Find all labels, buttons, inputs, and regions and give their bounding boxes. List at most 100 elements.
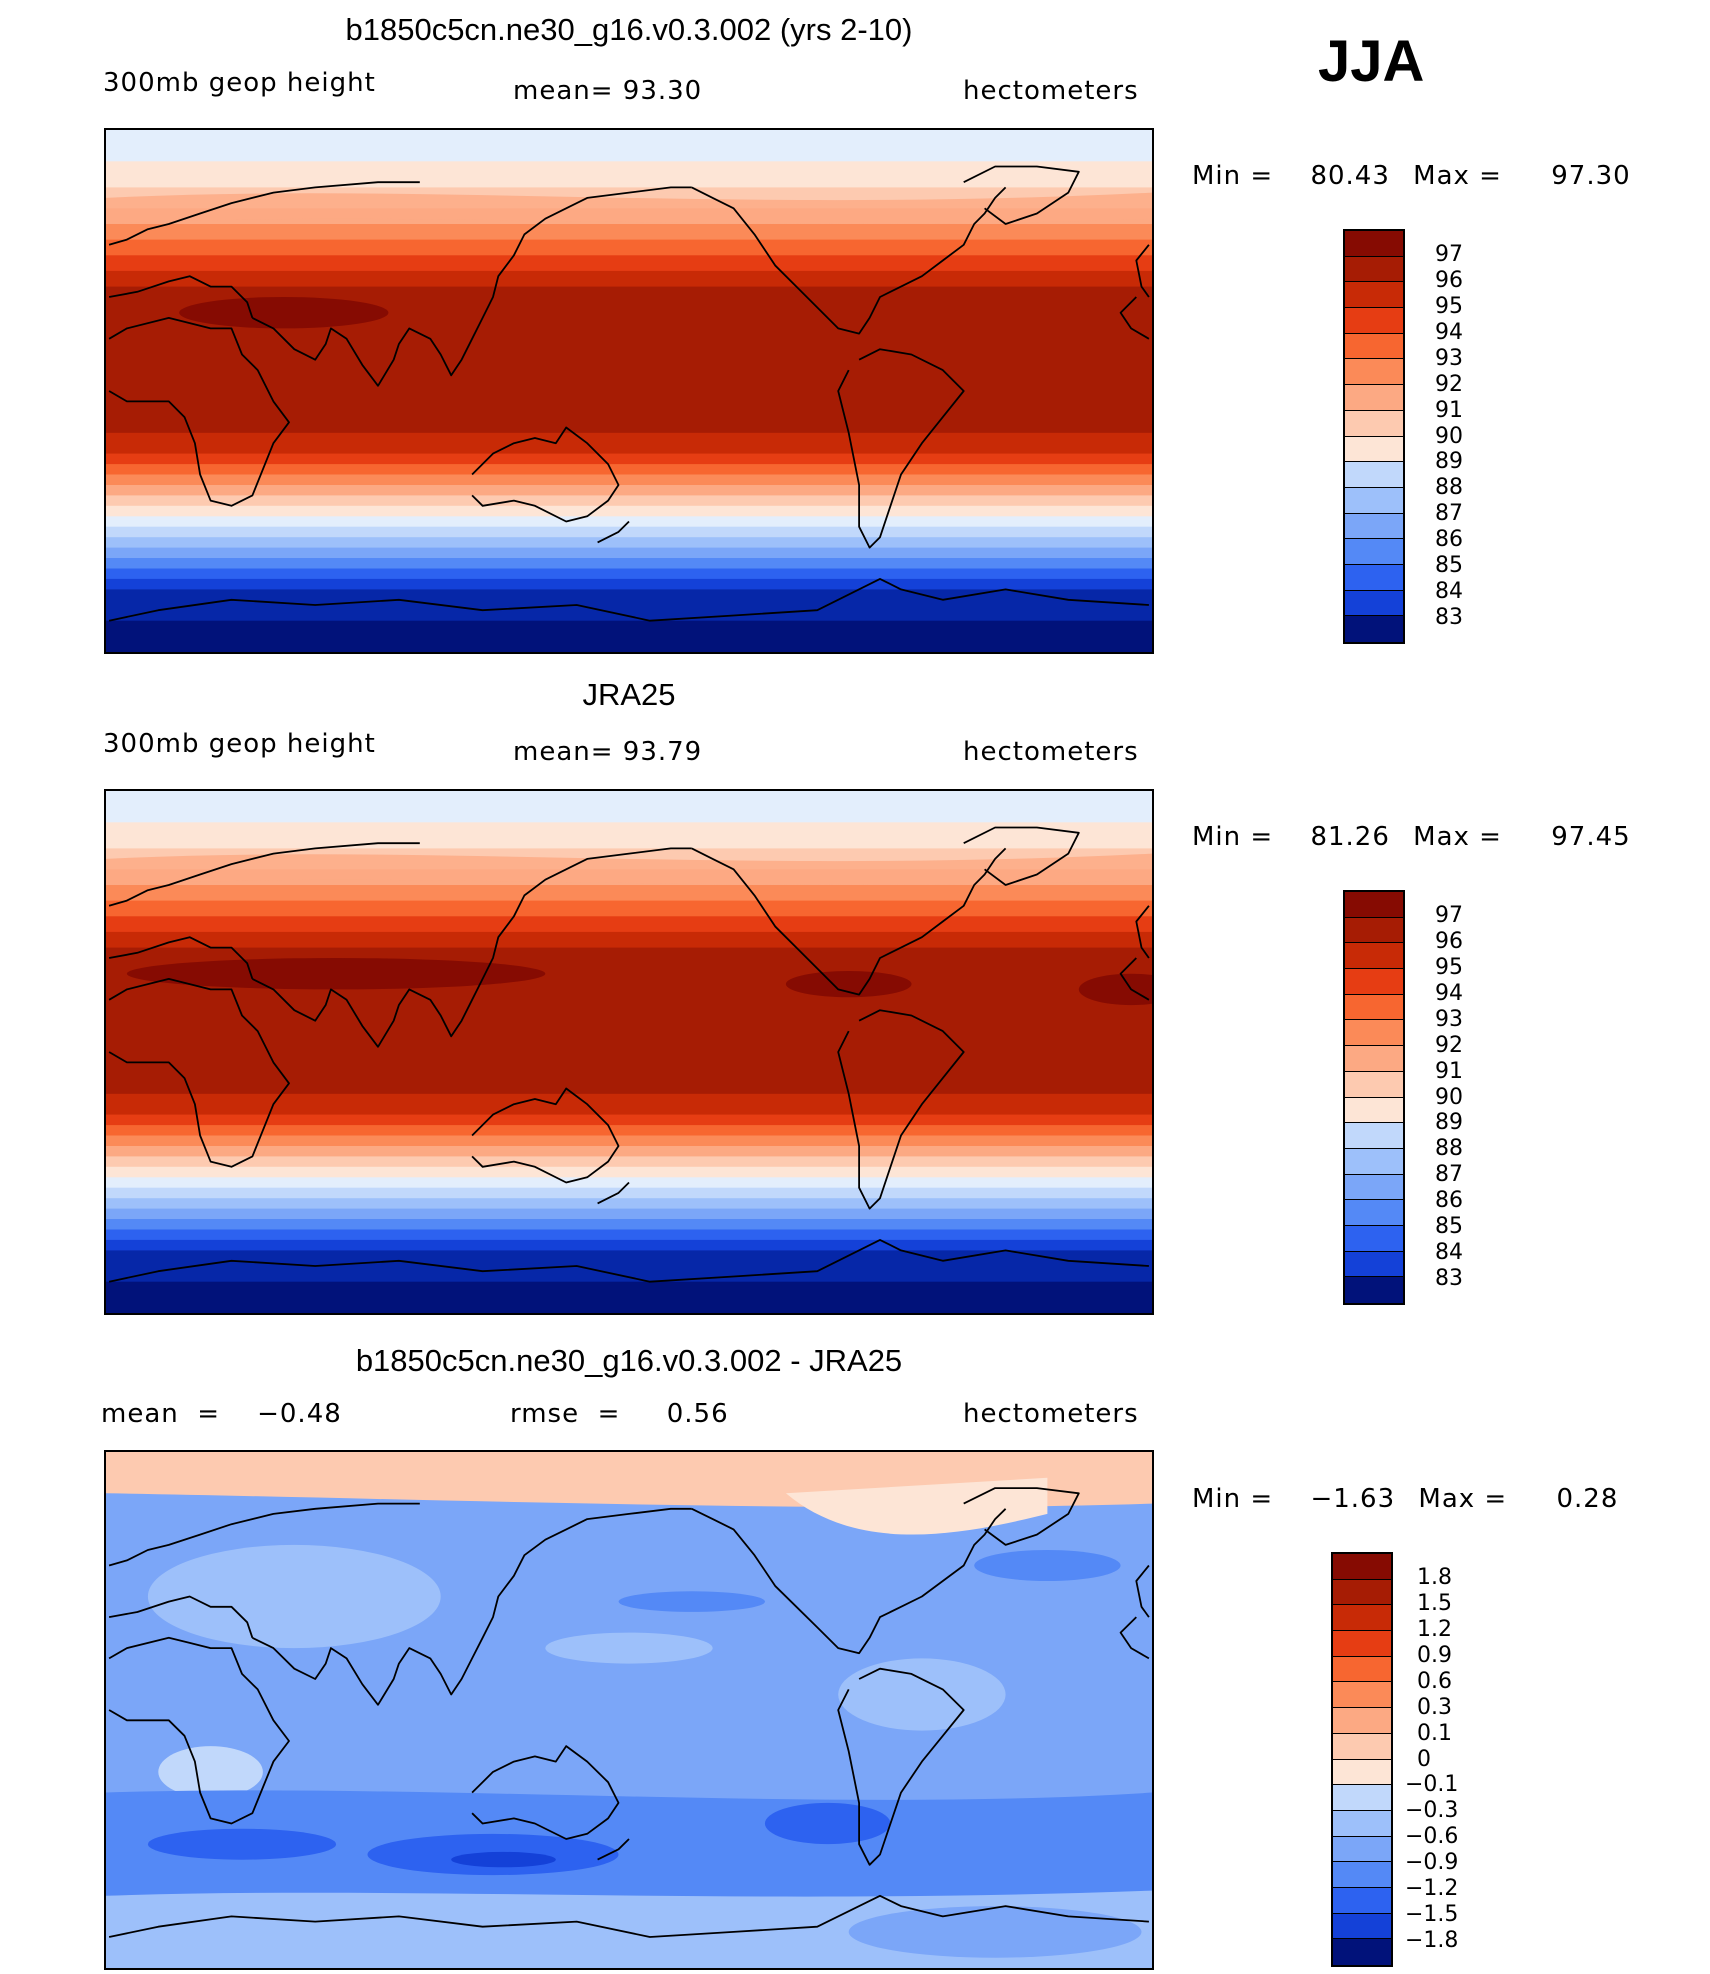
coastline-path — [963, 1487, 1080, 1546]
coastline-path — [1135, 1564, 1150, 1618]
colorbar-swatch — [1345, 1123, 1403, 1149]
contour-maximum — [179, 297, 389, 329]
colorbar-swatch — [1333, 1913, 1391, 1940]
colorbar-tick-label: −1.5 — [1405, 1902, 1459, 1928]
coastline-path — [108, 1595, 254, 1639]
coastline-path — [251, 847, 692, 1048]
colorbar-tick-label: 85 — [1435, 553, 1463, 579]
panel2-units-label: hectometers — [963, 737, 1139, 767]
contour-band — [106, 255, 1152, 272]
colorbar-tick-label: 84 — [1435, 1240, 1463, 1266]
coastline-path — [108, 317, 290, 507]
contour-band — [106, 1125, 1152, 1136]
colorbar-swatch — [1345, 1251, 1403, 1278]
colorbar-swatch — [1333, 1733, 1391, 1760]
contour-band — [106, 931, 1152, 949]
panel2-max-label: Max = — [1413, 822, 1502, 852]
colorbar-tick-label: 0.6 — [1417, 1668, 1452, 1694]
panel3-colorbar — [1331, 1552, 1393, 1967]
coastline-path — [471, 426, 620, 523]
contour-band — [106, 432, 1152, 455]
contour-maximum — [785, 971, 912, 998]
contour-band — [106, 474, 1152, 486]
colorbar-tick-label: 90 — [1435, 1084, 1463, 1110]
colorbar-tick-label: −1.2 — [1405, 1876, 1459, 1902]
coastline-path — [837, 1009, 965, 1210]
coastline-path — [597, 520, 630, 544]
colorbar-swatch — [1345, 616, 1403, 642]
contour-maximum — [1078, 973, 1152, 1006]
colorbar-tick-label: −0.3 — [1405, 1798, 1459, 1824]
panel2-colorbar — [1343, 890, 1405, 1305]
contour-band — [106, 885, 1152, 902]
colorbar-tick-label: 1.5 — [1417, 1590, 1452, 1616]
colorbar-tick-label: 93 — [1435, 345, 1463, 371]
colorbar-tick-label: 83 — [1435, 605, 1463, 631]
colorbar-swatch — [1345, 943, 1403, 970]
colorbar-swatch — [1333, 1836, 1391, 1863]
contour-region — [147, 1828, 337, 1860]
contour-band — [106, 916, 1152, 933]
contour-region — [545, 1632, 713, 1664]
colorbar-swatch — [1345, 333, 1403, 360]
contour-band — [106, 192, 1152, 224]
coastline-path — [691, 1507, 1007, 1655]
panel1-min-label: Min = — [1192, 161, 1274, 191]
panel1-contour-map — [106, 130, 1152, 652]
panel1-map — [104, 128, 1154, 654]
colorbar-swatch — [1345, 436, 1403, 463]
panel3-contour-map — [106, 1452, 1152, 1968]
panel2-mean-label: mean= 93.79 — [513, 737, 703, 767]
colorbar-swatch — [1345, 462, 1403, 488]
colorbar-tick-label: 87 — [1435, 501, 1463, 527]
colorbar-swatch — [1345, 487, 1403, 514]
coastline-path — [108, 1502, 420, 1567]
coastline-path — [108, 1894, 1149, 1938]
colorbar-swatch — [1345, 1148, 1403, 1175]
colorbar-tick-label: 85 — [1435, 1214, 1463, 1240]
contour-region — [158, 1746, 263, 1798]
contour-band — [106, 791, 1152, 823]
colorbar-tick-label: 96 — [1435, 267, 1463, 293]
contour-band — [106, 853, 1152, 885]
coastline-path — [108, 842, 420, 907]
panel3-min-label: Min = — [1192, 1484, 1274, 1514]
panel1-units-label: hectometers — [963, 76, 1139, 106]
colorbar-tick-label: −0.9 — [1405, 1850, 1459, 1876]
panel1-field-label: 300mb geop height — [103, 68, 376, 98]
contour-band — [106, 1187, 1152, 1199]
colorbar-swatch — [1345, 1174, 1403, 1201]
colorbar-tick-label: 86 — [1435, 527, 1463, 553]
colorbar-tick-label: 88 — [1435, 475, 1463, 501]
colorbar-swatch — [1345, 1046, 1403, 1072]
colorbar-swatch — [1333, 1605, 1391, 1632]
coastline-path — [1119, 1616, 1150, 1660]
contour-band — [106, 505, 1152, 517]
contour-region — [838, 1658, 1006, 1731]
coastline-path — [108, 275, 254, 319]
contour-band — [106, 485, 1152, 496]
colorbar-tick-label: 94 — [1435, 319, 1463, 345]
contour-band — [106, 1198, 1152, 1210]
panel1-max-value: 97.30 — [1551, 161, 1631, 191]
contour-region — [974, 1550, 1121, 1581]
colorbar-tick-label: 86 — [1435, 1188, 1463, 1214]
contour-band — [106, 568, 1152, 580]
contour-region — [106, 1790, 1152, 1907]
colorbar-swatch — [1345, 1020, 1403, 1047]
coastline-path — [108, 978, 290, 1168]
colorbar-tick-label: 83 — [1435, 1266, 1463, 1292]
colorbar-swatch — [1333, 1682, 1391, 1709]
colorbar-tick-label: 89 — [1435, 449, 1463, 475]
contour-band — [106, 537, 1152, 549]
coastline-path — [597, 1181, 630, 1205]
contour-band — [106, 161, 1152, 188]
colorbar-swatch — [1333, 1887, 1391, 1914]
colorbar-swatch — [1333, 1631, 1391, 1657]
contour-band — [106, 239, 1152, 256]
coastline-path — [837, 1667, 965, 1866]
contour-band — [106, 1229, 1152, 1241]
contour-region — [848, 1906, 1142, 1958]
panel3-max-value: 0.28 — [1556, 1484, 1619, 1514]
colorbar-tick-label: 90 — [1435, 423, 1463, 449]
